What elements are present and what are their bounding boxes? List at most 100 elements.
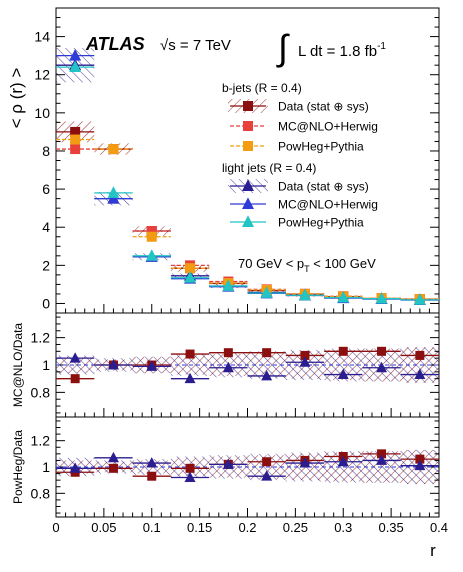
marker-b_powheg (70, 134, 81, 145)
ratio-marker-b_data (262, 457, 272, 467)
ratio-marker-b_data (70, 374, 80, 384)
ratio-marker-l_data (299, 356, 311, 367)
y-axis-label-mcnlo-ratio: MC@NLO/Data (11, 323, 25, 408)
x-axis-label: r (430, 541, 436, 560)
ratio-marker-l_data (337, 368, 349, 380)
marker-l_powheg (413, 293, 426, 305)
ratio-marker-l_data (107, 451, 119, 463)
legend-marker-b_data (243, 101, 253, 111)
ratio-band-l_data (56, 355, 95, 375)
marker-b_data (70, 126, 81, 137)
x-tick-label: 0.15 (187, 520, 212, 535)
ratio-marker-l_data (376, 361, 388, 373)
x-tick-label: 0.4 (430, 520, 448, 535)
ratio-marker-l_data (299, 457, 311, 468)
x-tick-label: 0.25 (283, 520, 308, 535)
y-tick-label-main: 6 (42, 181, 50, 197)
ratio-marker-b_data (147, 471, 157, 481)
ratio_mc-markers (56, 346, 439, 384)
x-tick-label: 0.3 (334, 520, 352, 535)
legend-marker-l_mcnlo (242, 197, 254, 209)
legend: b-jets (R = 0.4) Data (stat ⊕ sys) MC@NLO… (222, 81, 378, 230)
x-tick-label: 0.1 (143, 520, 161, 535)
marker-b_powheg (108, 144, 119, 155)
ratio_powheg-markers (56, 449, 439, 482)
ratio-marker-b_data (262, 348, 272, 358)
y-tick-label-ratio_powheg: 0.8 (31, 485, 51, 501)
y-tick-label-main: 0 (42, 295, 50, 311)
ratio-marker-l_data (261, 470, 273, 481)
ratio-marker-l_data (337, 455, 349, 467)
marker-b_mcnlo (146, 226, 157, 237)
x-tick-label: 0 (52, 520, 59, 535)
ratio-marker-b_data (223, 348, 233, 358)
pt-cut-label: 70 GeV < pT < 100 GeV (238, 256, 376, 274)
ratio-marker-l_data (184, 471, 196, 482)
marker-l_mcnlo (69, 49, 82, 61)
ratio-marker-b_data (377, 346, 387, 356)
y-tick-label-ratio_mc: 0.8 (31, 384, 51, 400)
y-tick-label-main: 8 (42, 143, 50, 159)
legend-label-b_powheg: PowHeg+Pythia (278, 140, 364, 154)
marker-l_powheg (222, 279, 235, 291)
ratio-marker-b_data (185, 463, 195, 473)
marker-l_powheg (260, 286, 273, 298)
ratio-marker-b_data (338, 346, 348, 356)
marker-l_powheg (337, 290, 350, 303)
integral-sign: ∫ (276, 27, 290, 68)
ratio-marker-l_data (261, 370, 273, 381)
legend-title-bjets: b-jets (R = 0.4) (222, 81, 302, 95)
marker-b_mcnlo (70, 144, 81, 155)
ratio-marker-b_data (415, 350, 425, 360)
main-markers (56, 49, 439, 305)
ratio-marker-l_data (107, 359, 119, 370)
ratio-marker-l_data (414, 368, 426, 380)
ratio-marker-b_data (377, 449, 387, 459)
y-axis-label-powheg-ratio: PowHeg/Data (11, 430, 25, 504)
marker-l_powheg (107, 186, 120, 198)
ratio-marker-l_data (146, 457, 158, 468)
marker-l_powheg (69, 60, 82, 73)
marker-b_powheg (146, 231, 157, 242)
ratio-marker-l_data (376, 454, 388, 465)
y-tick-label-main: 4 (42, 219, 50, 235)
ratio-marker-b_data (185, 349, 195, 359)
legend-marker-b_powheg (243, 141, 253, 151)
ratio-marker-l_data (184, 372, 196, 384)
lumi-label: L dt = 1.8 fb-1 (298, 41, 386, 60)
ratio-marker-l_data (69, 352, 81, 363)
legend-marker-b_mcnlo (243, 121, 253, 131)
atlas-label: ATLAS (85, 34, 145, 54)
marker-l_powheg (375, 292, 388, 304)
ratio-marker-l_data (222, 458, 234, 469)
ratio-marker-l_data (69, 462, 81, 473)
legend-title-light-jets: light jets (R = 0.4) (222, 161, 316, 175)
ratio-marker-b_data (108, 463, 118, 473)
y-axis-label-main: < ρ (r) > (7, 68, 26, 129)
ratio-marker-b_data (300, 350, 310, 360)
ratio-marker-l_data (222, 361, 234, 373)
x-tick-label: 0.2 (238, 520, 256, 535)
legend-marker-l_data (242, 179, 254, 191)
energy-label: √s = 7 TeV (160, 37, 231, 54)
y-tick-label-main: 12 (34, 67, 50, 83)
marker-b_powheg (185, 263, 196, 274)
y-tick-label-ratio_mc: 1 (42, 357, 50, 373)
x-tick-label: 0.35 (378, 520, 403, 535)
legend-label-l_data: Data (stat ⊕ sys) (278, 180, 369, 194)
marker-l_powheg (184, 271, 197, 283)
legend-label-l_mcnlo: MC@NLO+Herwig (278, 198, 378, 212)
y-tick-label-main: 14 (34, 29, 50, 45)
legend-label-b_data: Data (stat ⊕ sys) (278, 100, 369, 114)
ratio-marker-l_data (146, 360, 158, 371)
y-tick-label-ratio_powheg: 1 (42, 459, 50, 475)
legend-marker-l_powheg (242, 215, 254, 227)
legend-label-l_powheg: PowHeg+Pythia (278, 216, 364, 230)
y-tick-label-main: 2 (42, 257, 50, 273)
y-tick-label-main: 10 (34, 105, 50, 121)
ratio-marker-b_data (415, 454, 425, 464)
y-tick-label-ratio_powheg: 1.2 (31, 433, 51, 449)
marker-l_powheg (145, 249, 158, 261)
y-tick-label-ratio_mc: 1.2 (31, 330, 51, 346)
